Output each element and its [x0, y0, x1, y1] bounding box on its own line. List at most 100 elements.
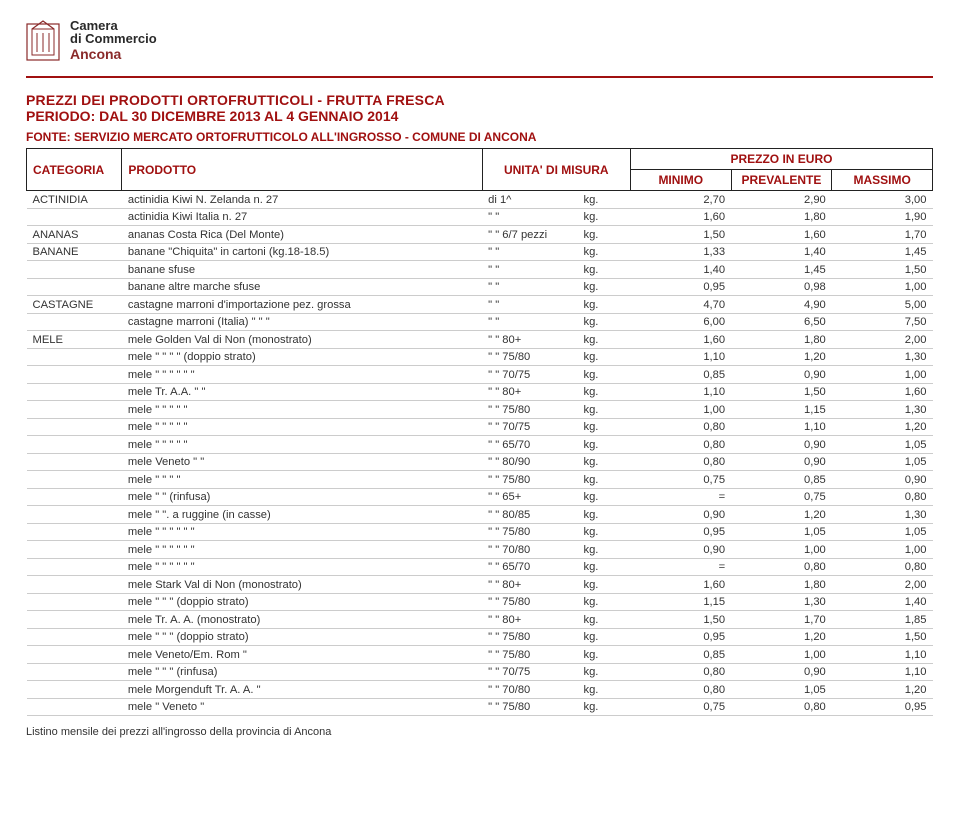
cell-um2: kg.: [577, 681, 630, 699]
cell-category: [27, 681, 122, 699]
cell-category: [27, 261, 122, 279]
cell-min: 0,95: [630, 628, 731, 646]
table-row: banane altre marche sfuse" "kg.0,950,981…: [27, 278, 933, 296]
cell-category: [27, 366, 122, 384]
cell-prev: 1,05: [731, 523, 832, 541]
cell-category: [27, 278, 122, 296]
cell-category: [27, 663, 122, 681]
cell-max: 1,20: [832, 681, 933, 699]
cell-prev: 1,45: [731, 261, 832, 279]
cell-product: mele Tr. A.A. " ": [122, 383, 482, 401]
table-row: mele " " (rinfusa)" " 65+kg.=0,750,80: [27, 488, 933, 506]
cell-category: MELE: [27, 331, 122, 349]
table-row: mele " " " " " "" " 70/75kg.0,850,901,00: [27, 366, 933, 384]
cell-category: [27, 576, 122, 594]
table-row: mele Veneto " "" " 80/90kg.0,800,901,05: [27, 453, 933, 471]
cell-um2: kg.: [577, 383, 630, 401]
cell-max: 1,45: [832, 243, 933, 261]
cell-prev: 6,50: [731, 313, 832, 331]
cell-um1: " " 70/80: [482, 541, 577, 559]
cell-um2: kg.: [577, 296, 630, 314]
cell-um2: kg.: [577, 226, 630, 244]
cell-min: 0,80: [630, 418, 731, 436]
cell-min: 1,10: [630, 383, 731, 401]
cell-um2: kg.: [577, 261, 630, 279]
cell-um1: " " 65+: [482, 488, 577, 506]
cell-max: 1,50: [832, 628, 933, 646]
table-body: ACTINIDIAactinidia Kiwi N. Zelanda n. 27…: [27, 191, 933, 716]
cell-min: 0,80: [630, 663, 731, 681]
cell-um2: kg.: [577, 331, 630, 349]
table-row: mele " " " " " "" " 75/80kg.0,951,051,05: [27, 523, 933, 541]
cell-max: 7,50: [832, 313, 933, 331]
cell-max: 1,00: [832, 541, 933, 559]
table-row: mele " " " (doppio strato)" " 75/80kg.0,…: [27, 628, 933, 646]
cell-um1: " " 70/75: [482, 418, 577, 436]
cell-max: 1,60: [832, 383, 933, 401]
cell-category: [27, 541, 122, 559]
cell-um1: " " 75/80: [482, 471, 577, 489]
table-row: banane sfuse" "kg.1,401,451,50: [27, 261, 933, 279]
table-row: BANANEbanane "Chiquita" in cartoni (kg.1…: [27, 243, 933, 261]
cell-category: CASTAGNE: [27, 296, 122, 314]
cell-category: [27, 348, 122, 366]
cell-category: [27, 523, 122, 541]
cell-max: 1,90: [832, 208, 933, 226]
cell-prev: 0,98: [731, 278, 832, 296]
cell-product: mele " " " " " ": [122, 558, 482, 576]
cell-um2: kg.: [577, 698, 630, 716]
table-row: mele " " " " (doppio strato)" " 75/80kg.…: [27, 348, 933, 366]
cell-um2: kg.: [577, 453, 630, 471]
page-subtitle: PERIODO: DAL 30 DICEMBRE 2013 AL 4 GENNA…: [26, 108, 933, 124]
cell-product: mele Golden Val di Non (monostrato): [122, 331, 482, 349]
cell-min: 0,80: [630, 681, 731, 699]
cell-prev: 1,50: [731, 383, 832, 401]
th-prodotto: PRODOTTO: [122, 149, 482, 191]
cell-min: 6,00: [630, 313, 731, 331]
cell-min: 0,80: [630, 453, 731, 471]
cell-min: 1,15: [630, 593, 731, 611]
cell-product: mele " " " (doppio strato): [122, 593, 482, 611]
cell-max: 3,00: [832, 191, 933, 209]
cell-um2: kg.: [577, 278, 630, 296]
cell-um1: " " 75/80: [482, 401, 577, 419]
cell-um2: kg.: [577, 348, 630, 366]
cell-product: mele Tr. A. A. (monostrato): [122, 611, 482, 629]
cell-min: 1,33: [630, 243, 731, 261]
cell-max: 1,00: [832, 278, 933, 296]
table-row: ACTINIDIAactinidia Kiwi N. Zelanda n. 27…: [27, 191, 933, 209]
table-header: CATEGORIA PRODOTTO UNITA' DI MISURA PREZ…: [27, 149, 933, 191]
cell-max: 0,90: [832, 471, 933, 489]
logo-line3: Ancona: [70, 47, 157, 62]
cell-product: mele " " " " ": [122, 401, 482, 419]
cell-um1: " " 70/80: [482, 681, 577, 699]
cell-product: mele " " " " " ": [122, 523, 482, 541]
cell-um1: " " 65/70: [482, 558, 577, 576]
cell-product: mele " Veneto ": [122, 698, 482, 716]
cell-min: 0,95: [630, 278, 731, 296]
cell-um1: " " 70/75: [482, 366, 577, 384]
cell-product: mele " " " (rinfusa): [122, 663, 482, 681]
cell-um2: kg.: [577, 488, 630, 506]
cell-um1: " " 80/90: [482, 453, 577, 471]
cell-product: mele " " " ": [122, 471, 482, 489]
cell-category: [27, 628, 122, 646]
table-row: mele Tr. A.A. " "" " 80+kg.1,101,501,60: [27, 383, 933, 401]
th-unita: UNITA' DI MISURA: [482, 149, 630, 191]
cell-max: 1,40: [832, 593, 933, 611]
cell-max: 1,10: [832, 663, 933, 681]
cell-prev: 0,90: [731, 436, 832, 454]
cell-um2: kg.: [577, 628, 630, 646]
cell-prev: 0,85: [731, 471, 832, 489]
cell-um1: " ": [482, 243, 577, 261]
cell-product: castagne marroni d'importazione pez. gro…: [122, 296, 482, 314]
cell-min: 1,60: [630, 576, 731, 594]
cell-min: 1,60: [630, 331, 731, 349]
cell-um1: " ": [482, 313, 577, 331]
footer-note: Listino mensile dei prezzi all'ingrosso …: [26, 726, 933, 738]
cell-um2: kg.: [577, 436, 630, 454]
table-row: mele " " " " "" " 75/80kg.1,001,151,30: [27, 401, 933, 419]
cell-um1: " " 80+: [482, 331, 577, 349]
cell-prev: 1,80: [731, 331, 832, 349]
table-row: actinidia Kiwi Italia n. 27" "kg.1,601,8…: [27, 208, 933, 226]
